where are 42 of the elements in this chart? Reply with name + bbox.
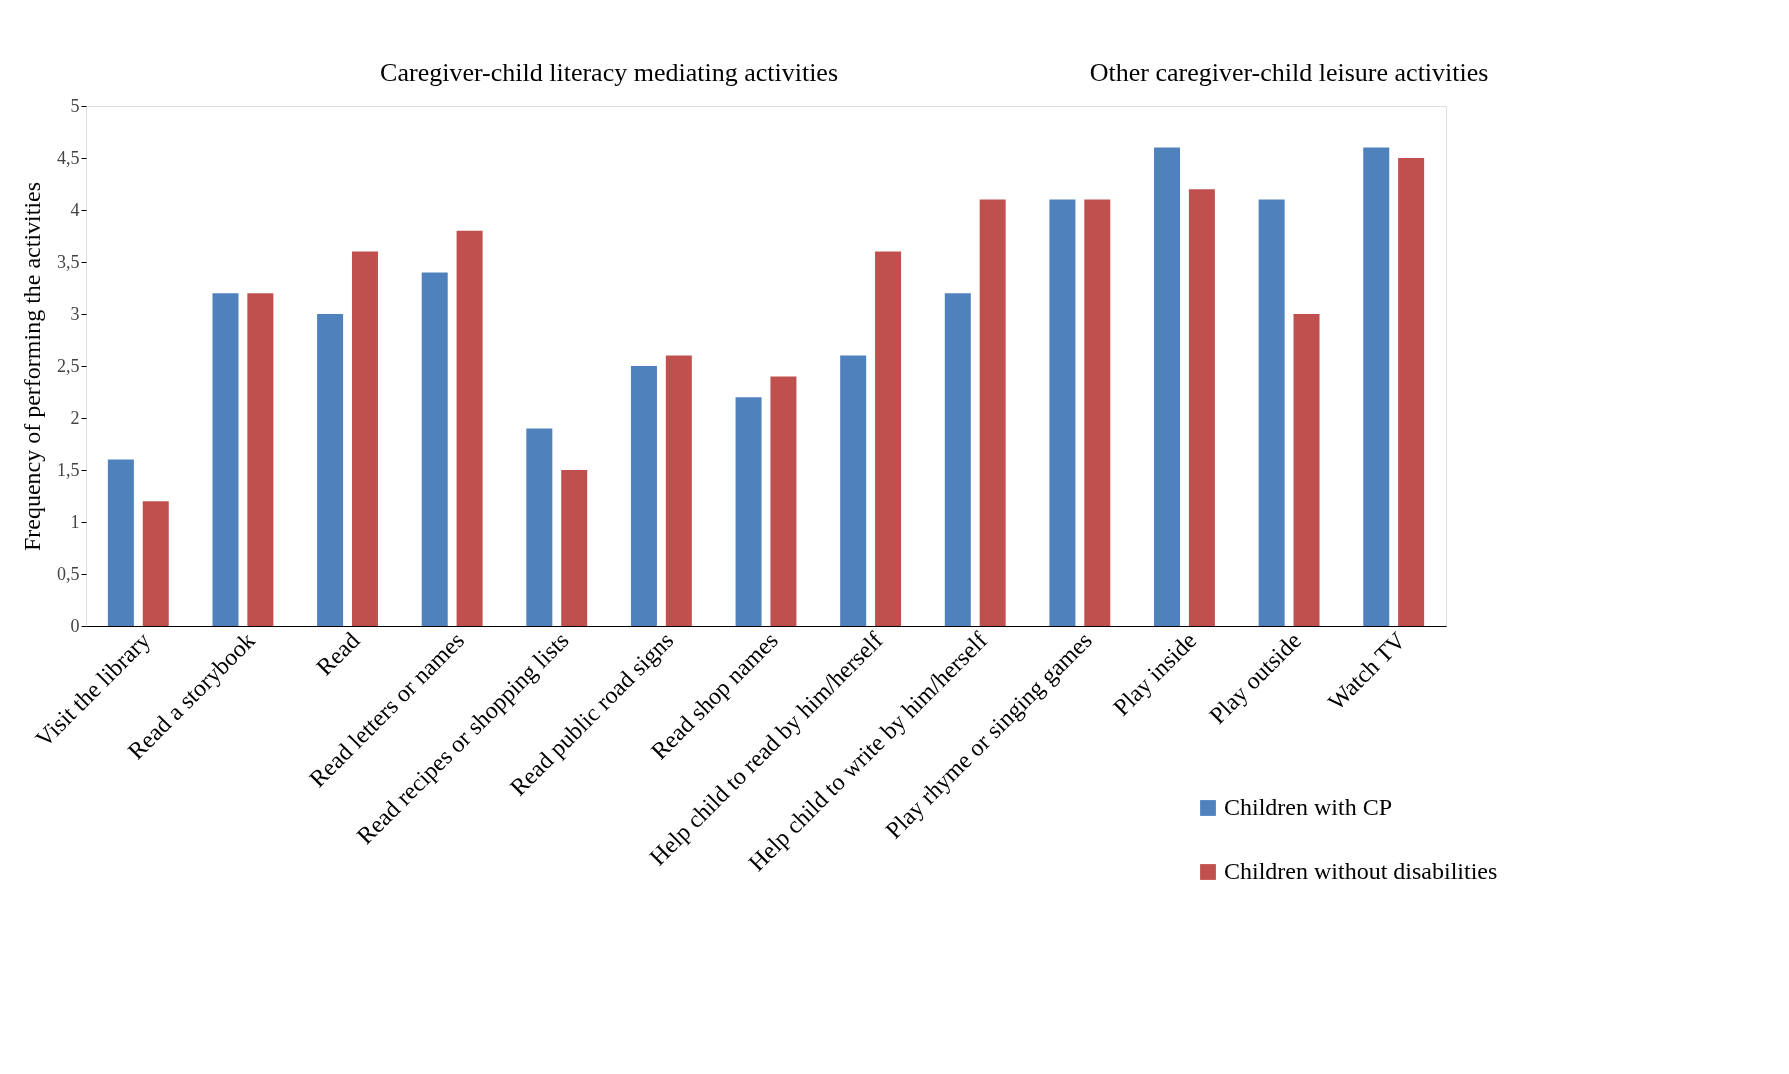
y-tick-label: 0 [70,615,80,636]
bar [421,272,448,626]
bar [247,293,274,626]
bar [1398,158,1425,626]
bar [1049,199,1076,626]
bar [979,199,1006,626]
bar [665,355,692,626]
legend-label: Children with CP [1224,794,1393,820]
bar [840,355,867,626]
bar [770,376,797,626]
bar [526,428,553,626]
bar [142,501,169,626]
y-tick-label: 0,5 [57,563,80,584]
bar [1154,147,1181,626]
bar [351,251,378,626]
bar [875,251,902,626]
y-axis-title: Frequency of performing the activities [19,181,45,552]
text: Other caregiver-child leisure activities [1089,58,1489,87]
y-tick-label: 5 [70,95,80,116]
bar [630,366,657,626]
y-tick-label: 3,5 [57,251,80,272]
y-tick-label: 4 [70,199,80,220]
y-tick-label: 2,5 [57,355,80,376]
legend-label: Children without disabilities [1224,858,1498,884]
bar [1258,199,1285,626]
text: Caregiver-child literacy mediating activities [380,58,839,87]
bar [1084,199,1111,626]
bar [317,314,344,626]
bar [456,230,483,626]
bar [1293,314,1320,626]
y-tick-label: 4,5 [57,147,80,168]
bar [944,293,971,626]
bar [1188,189,1215,626]
bar [212,293,239,626]
y-tick-label: 1,5 [57,459,80,480]
y-tick-label: 2 [70,407,80,428]
y-tick-label: 1 [70,511,80,532]
bar [107,459,134,626]
y-tick-label: 3 [70,303,80,324]
bar [735,397,762,626]
bar [561,470,588,626]
bar [1363,147,1390,626]
